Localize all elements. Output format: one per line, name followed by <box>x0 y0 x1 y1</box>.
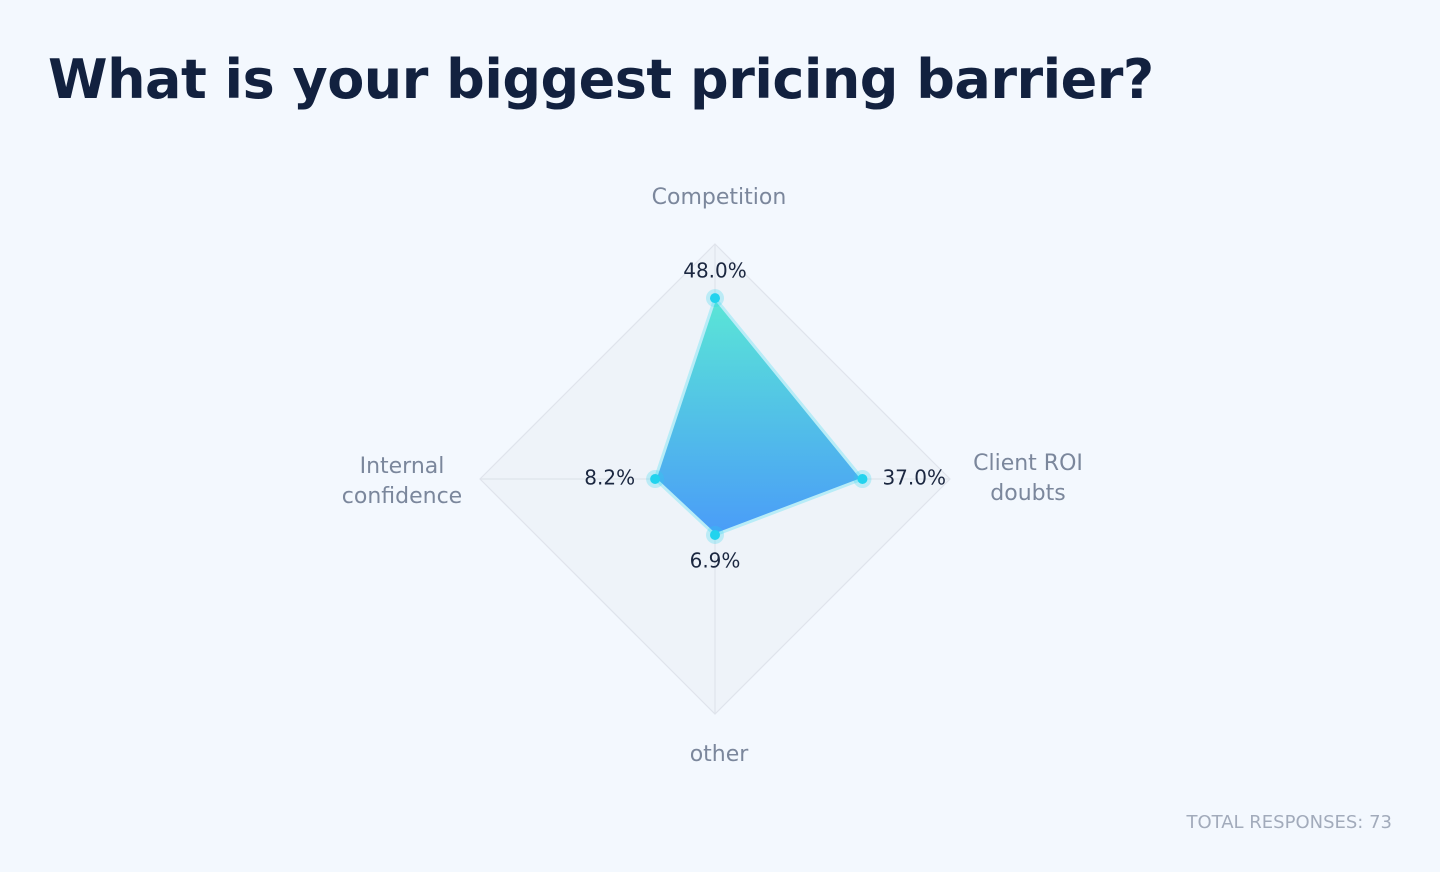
value-label: 48.0% <box>683 259 747 283</box>
axis-label: Client ROI doubts <box>973 451 1083 506</box>
point <box>710 529 720 540</box>
total-responses: TOTAL RESPONSES: 73 <box>1186 812 1392 833</box>
value-label: 8.2% <box>584 466 635 490</box>
axis-label: other <box>689 742 749 767</box>
chart-title: What is your biggest pricing barrier? <box>48 48 1154 111</box>
point <box>857 474 868 484</box>
value-label: 37.0% <box>882 466 946 490</box>
point <box>710 293 720 304</box>
point <box>650 474 661 484</box>
axis-label: Competition <box>651 185 787 210</box>
value-label: 6.9% <box>690 548 741 572</box>
axis-label: Internal confidence <box>341 454 463 509</box>
